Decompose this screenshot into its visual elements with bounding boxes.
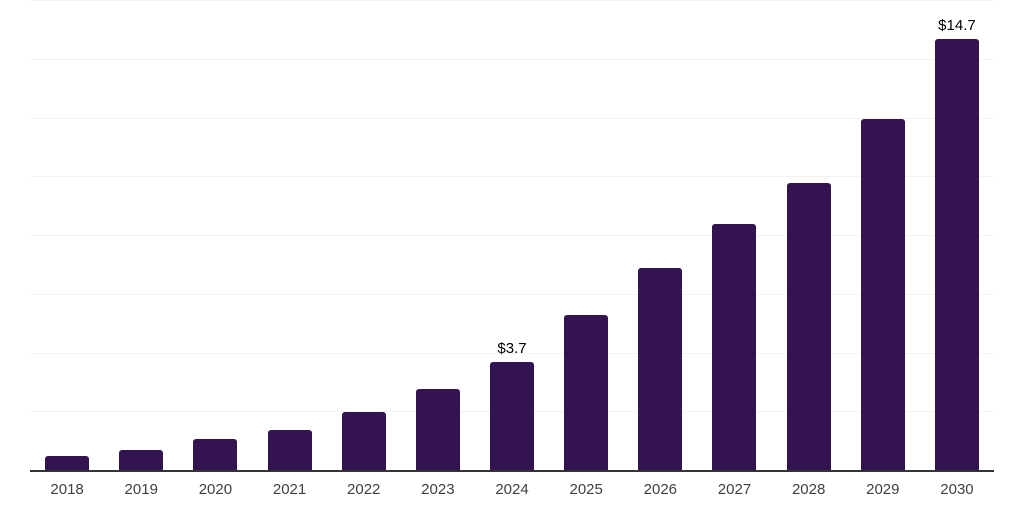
gridline-12 bbox=[30, 117, 994, 119]
bar-2019 bbox=[119, 450, 164, 471]
gridline-4 bbox=[30, 352, 994, 354]
bar-slot-2020 bbox=[178, 1, 252, 471]
x-tick-label-2018: 2018 bbox=[50, 481, 84, 498]
bar-value-label-2024: $3.7 bbox=[497, 340, 527, 358]
gridline-16 bbox=[30, 0, 994, 1]
x-tick-label-2029: 2029 bbox=[866, 481, 900, 498]
bar-slot-2023 bbox=[401, 1, 475, 471]
bar-2023 bbox=[415, 388, 460, 471]
bar-2026 bbox=[638, 268, 683, 471]
bar-2018 bbox=[45, 456, 90, 471]
bar-slot-2019 bbox=[104, 1, 178, 471]
x-tick-label-2030: 2030 bbox=[940, 481, 974, 498]
x-tick-label-2020: 2020 bbox=[198, 481, 233, 498]
bar-2027 bbox=[712, 224, 757, 471]
bar-slot-2018 bbox=[30, 1, 104, 471]
bar-2028 bbox=[786, 183, 831, 471]
bar-2029 bbox=[860, 118, 905, 471]
bar-slot-2029 bbox=[846, 1, 920, 471]
bar-2020 bbox=[193, 438, 238, 471]
bar-slot-2028 bbox=[772, 1, 846, 471]
bar-slot-2027 bbox=[697, 1, 771, 471]
x-tick-label-2023: 2023 bbox=[421, 481, 455, 498]
x-tick-label-2026: 2026 bbox=[643, 481, 678, 498]
bar-value-label-2030: $14.7 bbox=[938, 17, 976, 35]
bar-2030 bbox=[934, 39, 979, 471]
bar-slot-2026 bbox=[623, 1, 697, 471]
x-tick-label-2019: 2019 bbox=[124, 481, 158, 498]
gridline-6 bbox=[30, 293, 994, 295]
x-tick-label-2027: 2027 bbox=[717, 481, 752, 498]
x-axis-line bbox=[30, 470, 994, 472]
bar-slot-2025 bbox=[549, 1, 623, 471]
gridline-8 bbox=[30, 235, 994, 236]
x-tick-label-2024: 2024 bbox=[495, 481, 529, 498]
bar-slot-2024: $3.7 bbox=[475, 1, 549, 471]
bar-2024 bbox=[490, 362, 535, 471]
bar-slot-2030: $14.7 bbox=[920, 1, 994, 471]
gridline-14 bbox=[30, 58, 994, 60]
bar-slot-2022 bbox=[327, 1, 401, 471]
bar-2022 bbox=[341, 412, 386, 471]
x-axis-labels: 2018 2019 2020 2021 2022 2023 2024 2025 2026 2027… bbox=[30, 480, 994, 500]
plot-area: $3.7 $14.7 bbox=[30, 0, 994, 472]
x-tick-label-2028: 2028 bbox=[791, 481, 826, 498]
bar-2025 bbox=[564, 315, 609, 471]
bar-series: $3.7 $14.7 bbox=[30, 1, 994, 471]
gridline-10 bbox=[30, 176, 994, 178]
bar-2021 bbox=[267, 429, 312, 471]
bar-slot-2021 bbox=[252, 1, 326, 471]
x-tick-label-2021: 2021 bbox=[272, 481, 307, 498]
x-tick-label-2025: 2025 bbox=[569, 481, 603, 498]
x-tick-label-2022: 2022 bbox=[347, 481, 381, 498]
